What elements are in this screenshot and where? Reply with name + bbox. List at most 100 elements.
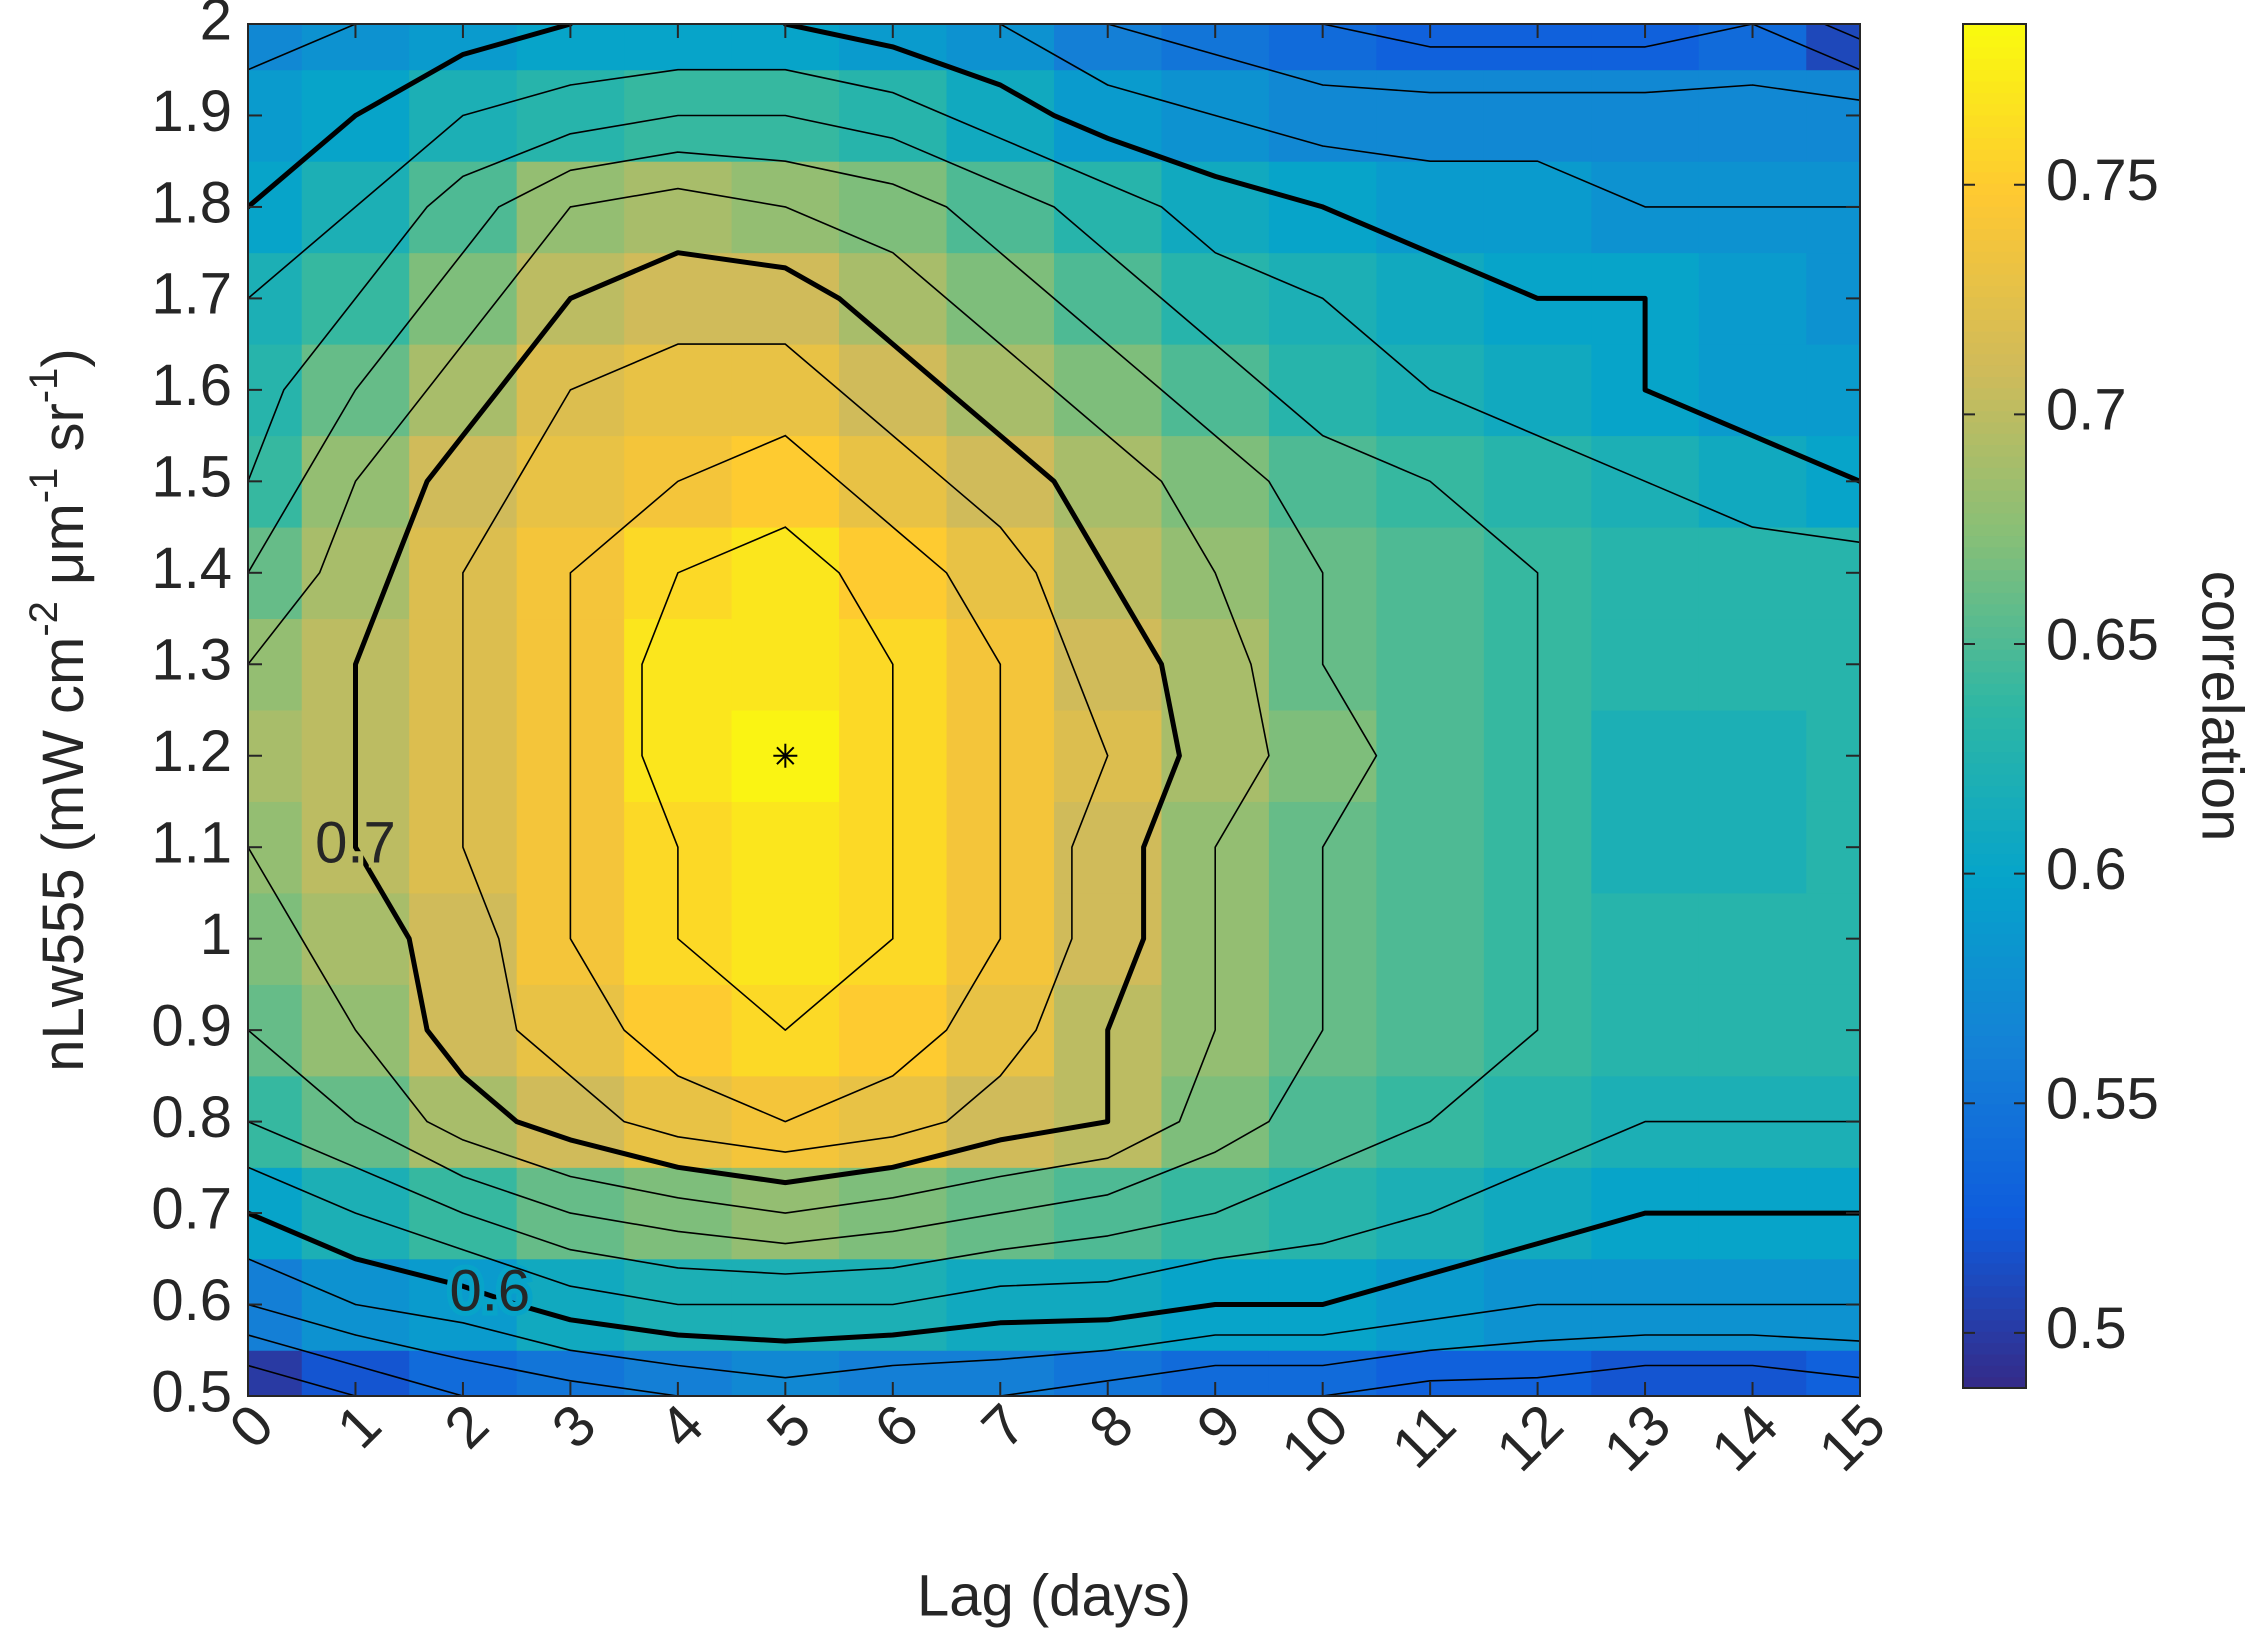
heatmap-cell [409, 161, 518, 254]
colorbar-swatch [1963, 842, 2026, 855]
colorbar-swatch [1963, 501, 2026, 514]
y-tick-label: 1.9 [151, 79, 232, 144]
contour-line [248, 24, 1860, 1379]
colorbar-swatch [1963, 262, 2026, 275]
heatmap-cell [946, 527, 1055, 620]
heatmap-cell [624, 710, 733, 802]
y-tick-label: 0.7 [151, 1176, 232, 1241]
heatmap-cell [731, 435, 840, 528]
colorbar-swatch [1963, 1319, 2026, 1332]
heatmap-cell [1591, 710, 1700, 802]
x-tick-label: 10 [1269, 1392, 1361, 1484]
heatmap-cell [1054, 618, 1162, 711]
colorbar-swatch [1963, 1172, 2026, 1184]
contour-line [248, 151, 1378, 1245]
colorbar-swatch [1963, 899, 2026, 912]
colorbar-swatch [1963, 956, 2026, 969]
colorbar-swatch [1963, 1115, 2026, 1128]
colorbar-tick-label: 0.75 [2046, 148, 2159, 213]
x-tick-label: 5 [755, 1392, 824, 1461]
colorbar-swatch [1963, 615, 2026, 628]
heatmap-cell [946, 252, 1055, 345]
y-tick-label: 1 [200, 902, 232, 967]
y-tick-label: 1.8 [151, 170, 232, 235]
colorbar-swatch [1963, 319, 2026, 332]
colorbar-swatch [1963, 1035, 2026, 1048]
y-axis-title-part: -2 [22, 601, 66, 637]
colorbar-swatch [1963, 1149, 2026, 1162]
colorbar-swatch [1963, 1285, 2026, 1298]
colorbar-swatch [1963, 478, 2026, 491]
colorbar-tick-label: 0.7 [2046, 378, 2127, 443]
colorbar-frame [1962, 23, 2027, 1389]
heatmap-cell [1698, 892, 1807, 985]
heatmap-cell [516, 1075, 625, 1168]
colorbar-swatch [1963, 706, 2026, 718]
heatmap-cell [624, 344, 733, 437]
colorbar-swatch [1963, 137, 2026, 150]
heatmap-cell [1698, 618, 1807, 711]
colorbar-swatch [1963, 1001, 2026, 1014]
contour-label: 0.7 [315, 811, 396, 876]
colorbar-swatch [1963, 944, 2026, 957]
y-tick-label: 2 [200, 0, 232, 52]
colorbar-swatch [1963, 671, 2026, 684]
colorbar-swatch [1963, 114, 2026, 127]
colorbar-swatch [1963, 69, 2026, 82]
colorbar-swatch [1963, 1376, 2026, 1389]
colorbar-swatch [1963, 728, 2026, 741]
contour-line [248, 24, 1860, 1396]
y-tick-label: 0.5 [151, 1359, 232, 1424]
y-axis-title-part: -1 [22, 368, 66, 404]
colorbar-swatch [1963, 35, 2026, 48]
heatmap-cell [1591, 984, 1700, 1077]
heatmap-cell [1161, 252, 1270, 345]
x-tick-label: 14 [1699, 1392, 1791, 1484]
heatmap-cell [516, 984, 625, 1077]
colorbar-swatch [1963, 1206, 2026, 1219]
colorbar-swatch [1963, 376, 2026, 389]
heatmap-cell [946, 161, 1055, 254]
colorbar-swatch [1963, 910, 2026, 923]
colorbar-swatch [1963, 558, 2026, 571]
x-tick-label: 9 [1184, 1392, 1253, 1461]
colorbar-swatch [1963, 467, 2026, 480]
colorbar-swatch [1963, 58, 2026, 71]
contour-line [462, 343, 1109, 1153]
heatmap-cell [946, 1258, 1055, 1351]
colorbar-swatch [1963, 876, 2026, 889]
colorbar-swatch [1963, 774, 2026, 787]
y-tick-label: 1.6 [151, 353, 232, 418]
colorbar-swatch [1963, 330, 2026, 343]
y-axis-title-part: sr [31, 403, 96, 467]
y-axis-title-part: ) [31, 348, 96, 367]
colorbar-swatch [1963, 819, 2026, 832]
heatmap-cell [1268, 1075, 1377, 1168]
heatmap-cell [1054, 344, 1162, 437]
heatmap-cell [409, 1258, 518, 1351]
heatmap-cell [839, 252, 948, 345]
contour-line [641, 526, 894, 1031]
heatmap-cell [839, 984, 948, 1077]
heatmap-cell [1591, 801, 1700, 894]
colorbar-swatch [1963, 228, 2026, 241]
colorbar-swatch [1963, 1160, 2026, 1173]
colorbar-swatch [1963, 1103, 2026, 1116]
contour-line [353, 250, 1182, 1186]
colorbar-swatch [1963, 1081, 2026, 1094]
colorbar-swatch [1963, 694, 2026, 707]
colorbar-tick-label: 0.5 [2046, 1296, 2127, 1361]
heatmap-cell [731, 618, 840, 711]
colorbar-swatch [1963, 444, 2026, 457]
x-tick-label: 13 [1592, 1392, 1684, 1484]
colorbar-swatch [1963, 103, 2026, 116]
colorbar-swatch [1963, 921, 2026, 934]
colorbar-swatch [1963, 149, 2026, 161]
heatmap-cell [1376, 984, 1485, 1077]
colorbar-swatch [1963, 967, 2026, 980]
heatmap-cell [409, 892, 518, 985]
heatmap-cell [731, 527, 840, 620]
colorbar-swatch [1963, 80, 2026, 93]
heatmap-cell [946, 344, 1055, 437]
